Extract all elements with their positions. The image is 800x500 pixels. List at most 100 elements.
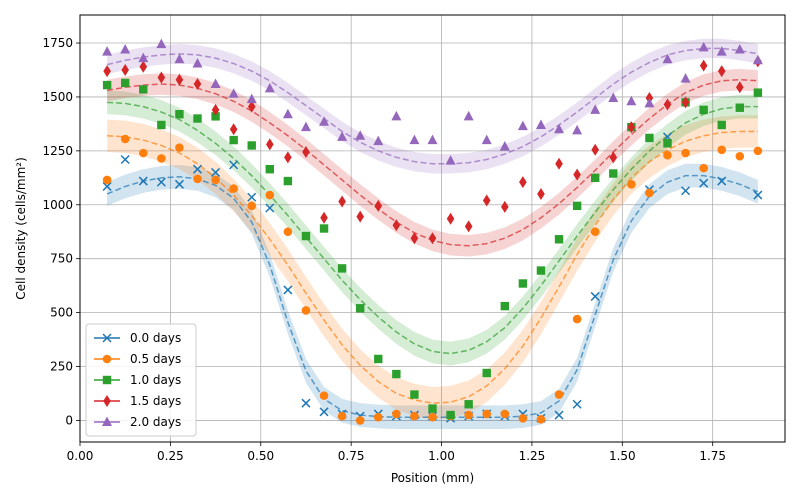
data-point [211,112,220,121]
data-point [427,134,438,145]
data-point [699,105,708,115]
data-point [319,116,330,126]
data-point [717,120,726,130]
data-point [229,123,238,136]
data-point [591,143,599,156]
confidence-band-4 [107,38,758,174]
data-point [283,227,293,237]
data-point [103,65,111,78]
data-point [337,264,347,273]
x-tick-label: 0.25 [157,449,184,463]
legend-marker [102,333,112,343]
data-point [445,155,456,165]
data-point [464,410,473,420]
data-point [681,186,691,196]
y-tick-label: 750 [50,252,73,266]
x-tick-label: 0.75 [338,449,365,463]
legend-box [85,323,197,437]
data-point [482,368,491,378]
data-point [573,168,581,181]
data-point [645,133,654,143]
y-tick-label: 0 [65,413,73,427]
data-point [518,413,528,423]
data-point [229,184,238,193]
data-point [302,145,310,158]
data-point [609,169,618,178]
confidence-bands [107,38,758,430]
data-point [192,164,203,174]
data-point [753,146,763,156]
data-point [428,232,437,245]
data-point [139,60,148,73]
y-tick-label: 1750 [42,36,73,50]
data-point [247,100,256,113]
data-point [536,266,546,275]
data-point [627,121,636,134]
data-point [392,409,401,419]
data-point [410,232,419,245]
data-point [572,314,582,324]
x-axis-label: Position (mm) [391,471,474,485]
legend-label: 0.0 days [130,331,181,345]
data-point [590,173,600,183]
data-point [482,194,491,207]
y-tick-label: 1000 [42,198,73,212]
data-point [535,119,546,129]
data-point [663,98,672,111]
legend-item: 1.0 days [94,373,181,387]
legend-item: 0.0 days [94,331,181,345]
data-point [319,407,329,417]
data-point [102,80,112,90]
data-point [265,203,275,213]
confidence-band-2 [107,90,758,366]
data-point [663,139,672,148]
legend-marker [102,375,112,385]
data-point [752,54,763,65]
data-point [698,41,709,52]
data-point [247,192,257,202]
data-point [717,145,727,155]
data-point [410,411,419,421]
data-point [717,65,726,78]
data-point [120,134,130,144]
fit-line-2 [107,101,758,355]
data-point [464,220,473,233]
data-point [102,181,112,191]
data-point [644,97,655,108]
data-point [662,53,673,64]
data-point [265,164,275,174]
y-tick-label: 250 [50,360,73,374]
y-tick-label: 1250 [42,144,73,158]
data-point [409,134,420,145]
confidence-band-1 [107,115,758,420]
data-point [229,135,238,145]
legend: 0.0 days 0.5 days 1.0 days 1.5 days 2.0 days [85,323,197,437]
data-point [192,58,203,68]
data-point [572,124,583,135]
data-point [193,174,202,184]
data-point [554,410,564,420]
data-point [356,210,364,223]
x-tick-label: 0.50 [247,449,274,463]
y-tick-label: 500 [50,306,73,320]
data-point [175,73,184,86]
data-point [301,306,311,315]
data-point [572,201,582,211]
data-point [211,175,220,185]
y-axis-label: Cell density (cells/mm²) [14,157,28,300]
confidence-band-3 [107,68,758,257]
data-point [736,81,744,94]
x-axis-ticks: 0.00 0.25 0.50 0.75 1.00 1.25 1.50 1.75 [67,442,726,463]
data-point [734,44,745,54]
legend-marker [103,395,111,407]
data-point [355,304,365,313]
legend-label: 2.0 days [130,415,181,429]
y-axis-ticks: 0 250 500 750 1000 1250 1500 1750 [42,36,80,427]
data-point [157,71,166,84]
data-point [175,110,184,119]
data-point [519,176,527,189]
legend-label: 0.5 days [130,352,181,366]
data-point [554,390,564,399]
data-point [355,416,365,425]
